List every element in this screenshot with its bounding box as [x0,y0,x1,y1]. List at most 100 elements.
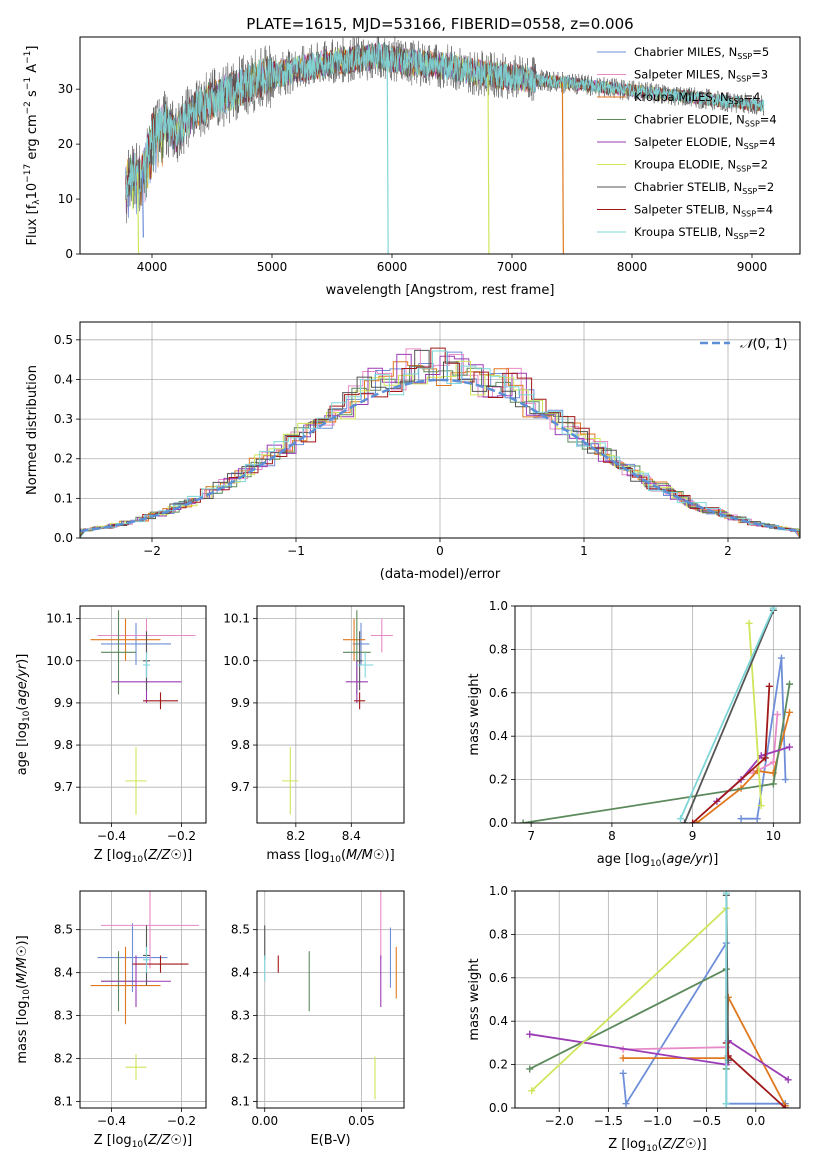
spectrum-dropout [487,74,490,254]
y-axis-label: age [log10(age/yr)] [15,654,32,776]
weight-marker [784,1076,792,1084]
series-2-errorbar [342,618,366,661]
series-4-weights [526,1030,792,1084]
y-tick-label: 0.2 [489,773,508,787]
weight-marker [737,815,745,823]
x-tick-label: 0.0 [746,1114,765,1128]
spectrum-dropout [137,172,140,254]
y-tick-label: 0.0 [489,816,508,830]
weight-line [741,657,787,820]
legend-entry: Salpeter STELIB, NSSP=4 [634,203,773,219]
weight-line [622,939,786,1107]
spectrum-dropout [561,82,564,254]
x-tick-label: 2 [724,544,732,558]
series-2-errorbar [90,618,161,661]
weight-line [522,683,791,823]
weight-marker [769,780,777,788]
series-4-errorbar [345,660,368,703]
chart-mass_vs_ebv: 0.00 0.05 8.1 8.2 8.3 8.4 8.5 E(B-V) [231,890,405,1148]
weight-marker [722,891,730,897]
weight-marker [745,619,753,627]
plot-area [519,606,794,823]
y-tick-label: 0.1 [54,491,73,505]
weight-marker [786,743,794,751]
chart-weight_vs_age: 7 8 9 10 0.0 0.2 0.4 0.6 0.8 1.0 age [log10(age/yr… [467,599,801,869]
y-tick-label: 9.8 [54,738,73,752]
weight-marker [693,819,701,823]
y-axis-label: mass [log10(M/M☉)] [15,935,32,1063]
plot-area [264,891,397,1100]
weight-marker [622,1100,630,1108]
plot-area [125,37,765,254]
y-tick-label: 9.7 [54,780,73,794]
series-8-weights [722,891,730,1108]
y-tick-label: 0.2 [54,452,73,466]
legend-entry: Salpeter MILES, NSSP=3 [634,68,768,84]
weight-marker [769,606,777,612]
x-axis-label: age [log10(age/yr)] [597,852,719,869]
weight-marker [753,815,761,823]
series-7-errorbar [132,955,189,973]
x-axis-label: E(B-V) [310,1133,350,1148]
legend-entry: 𝒩(0, 1) [740,337,787,352]
chart-age_vs_mass: 8.2 8.4 9.7 9.8 9.9 10.0 10.1 mass [log10(M/M☉)… [223,605,405,865]
weight-marker [757,752,765,760]
weight-marker [689,819,697,823]
y-tick-label: 8.4 [54,966,73,980]
x-tick-label: −0.5 [692,1114,721,1128]
series-6-weights [681,606,777,823]
legend: 𝒩(0, 1) [700,337,787,352]
x-tick-label: 4000 [137,260,168,274]
axes-frame [256,890,405,1109]
y-tick-label: 20 [58,137,73,151]
legend-entry: Kroupa MILES, NSSP=4 [634,90,760,106]
series-5-errorbar [125,1054,147,1081]
grid [257,606,404,823]
x-tick-label: −1.5 [594,1114,623,1128]
y-tick-label: 0.4 [489,729,508,743]
weight-marker [677,815,685,823]
series-3-weights [519,680,794,823]
x-tick-label: 8.2 [286,829,305,843]
weight-marker [773,711,781,718]
y-tick-label: 0.8 [489,927,508,941]
x-axis-label: (data-model)/error [380,567,501,582]
plot-area [90,891,199,1081]
weight-marker [619,1054,627,1062]
series-6-errorbar [356,631,363,691]
axes-frame [256,605,405,824]
series-0-weights [619,939,789,1108]
weight-line [683,609,775,823]
y-tick-label: 0.0 [54,531,73,545]
series-0-errorbar [352,622,370,665]
series-5-histogram [80,360,800,538]
y-tick-label: 0.6 [489,971,508,985]
figure-title: PLATE=1615, MJD=53166, FIBERID=0558, z=0… [246,15,633,33]
axes-frame [79,36,801,255]
grid [515,605,800,824]
axes-frame [79,890,207,1109]
y-tick-label: 1.0 [489,599,508,613]
weight-marker [777,654,785,662]
x-axis-label: mass [log10(M/M☉)] [266,848,394,865]
y-tick-label: 9.9 [231,696,250,710]
y-tick-label: 1.0 [489,884,508,898]
y-tick-label: 8.2 [54,1052,73,1066]
grid [515,890,800,1109]
chart-weight_vs_z: −2.0 −1.5 −1.0 −0.5 0.0 0.0 0.2 0.4 0.6 0.8 1.0 Z [… [467,884,801,1154]
legend-entry: Kroupa STELIB, NSSP=2 [634,225,765,241]
series-0-errorbar [97,923,168,992]
series-3-weights [526,965,730,1073]
grid [80,891,206,1108]
legend: Chabrier MILES, NSSP=5 Salpeter MILES, NS… [597,45,777,241]
y-tick-label: 8.5 [54,923,73,937]
series-7-errorbar [143,692,178,710]
x-tick-label: 6000 [377,260,408,274]
y-tick-label: 0.2 [489,1058,508,1072]
x-tick-label: 7 [527,829,535,843]
series-5-weights [528,904,730,1095]
normal-curve [80,378,800,533]
weight-marker [681,819,689,823]
x-tick-label: −1 [287,544,305,558]
x-tick-label: 8.4 [342,829,361,843]
